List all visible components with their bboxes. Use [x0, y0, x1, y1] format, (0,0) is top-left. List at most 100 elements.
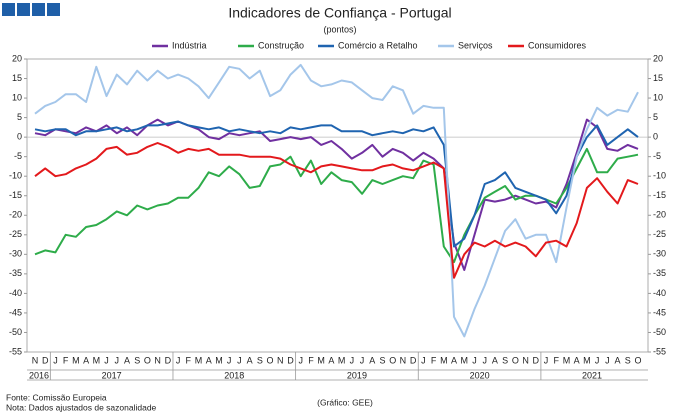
x-tick-label: N [32, 355, 39, 365]
x-tick-label: A [492, 355, 498, 365]
x-tick-label: A [615, 355, 621, 365]
legend-label: Serviços [458, 40, 493, 50]
x-tick-label: N [277, 355, 284, 365]
x-tick-label: J [472, 355, 477, 365]
x-tick-label: F [431, 355, 437, 365]
x-tick-label: O [267, 355, 274, 365]
logo-square [47, 3, 60, 16]
year-label: 2017 [102, 370, 122, 380]
series-line [34, 120, 639, 248]
x-tick-label: M [440, 355, 448, 365]
x-tick-label: F [308, 355, 314, 365]
x-tick-label: J [350, 355, 355, 365]
y-tick-label: 5 [17, 112, 22, 122]
x-tick-label: M [72, 355, 80, 365]
y-tick-label: -45 [9, 307, 22, 317]
x-tick-label: D [165, 355, 172, 365]
year-label: 2018 [224, 370, 244, 380]
y-tick-label: -5 [14, 151, 22, 161]
y2-tick-label: 5 [653, 112, 658, 122]
x-tick-label: M [338, 355, 346, 365]
y2-tick-label: -50 [653, 327, 666, 337]
year-label: 2021 [582, 370, 602, 380]
x-tick-label: N [400, 355, 407, 365]
x-tick-label: J [360, 355, 365, 365]
x-tick-label: M [583, 355, 591, 365]
x-tick-label: A [451, 355, 457, 365]
x-tick-label: J [53, 355, 58, 365]
x-tick-label: D [410, 355, 417, 365]
y-tick-label: -25 [9, 229, 22, 239]
x-tick-label: J [595, 355, 600, 365]
legend-label: Comércio a Retalho [338, 40, 418, 50]
x-tick-label: A [247, 355, 253, 365]
x-tick-label: J [227, 355, 232, 365]
y2-tick-label: -25 [653, 229, 666, 239]
y2-tick-label: 10 [653, 92, 663, 102]
y2-tick-label: 20 [653, 53, 663, 63]
x-tick-label: N [522, 355, 529, 365]
y2-tick-label: -55 [653, 346, 666, 356]
x-tick-label: J [482, 355, 487, 365]
x-tick-label: F [63, 355, 69, 365]
legend-label: Consumidores [528, 40, 587, 50]
y2-tick-label: -30 [653, 249, 666, 259]
x-tick-label: J [176, 355, 181, 365]
x-tick-label: A [124, 355, 130, 365]
y-tick-label: 15 [12, 73, 22, 83]
x-tick-label: D [42, 355, 49, 365]
x-tick-label: A [206, 355, 212, 365]
x-tick-label: J [605, 355, 610, 365]
x-tick-label: M [195, 355, 203, 365]
y-tick-label: -10 [9, 171, 22, 181]
series-line [34, 142, 639, 279]
plot-frame [26, 58, 649, 353]
legend-label: Construção [258, 40, 304, 50]
x-tick-label: J [298, 355, 303, 365]
y-tick-label: -30 [9, 249, 22, 259]
x-tick-label: S [134, 355, 140, 365]
y2-tick-label: -10 [653, 171, 666, 181]
x-tick-label: A [369, 355, 375, 365]
x-tick-label: N [154, 355, 161, 365]
x-tick-label: M [93, 355, 101, 365]
y-tick-label: 10 [12, 92, 22, 102]
y2-tick-label: -40 [653, 288, 666, 298]
x-tick-label: J [544, 355, 549, 365]
series-line [34, 118, 639, 271]
y-tick-label: -55 [9, 346, 22, 356]
x-tick-label: S [502, 355, 508, 365]
year-label: 2016 [29, 370, 49, 380]
y2-tick-label: 15 [653, 73, 663, 83]
x-tick-label: A [574, 355, 580, 365]
y2-tick-label: -15 [653, 190, 666, 200]
x-tick-label: J [237, 355, 242, 365]
x-tick-label: F [186, 355, 192, 365]
x-tick-label: M [215, 355, 223, 365]
y2-tick-label: -45 [653, 307, 666, 317]
y2-tick-label: 0 [653, 132, 658, 142]
x-tick-label: D [287, 355, 294, 365]
chart-title: Indicadores de Confiança - Portugal [228, 5, 451, 21]
logo-square [32, 3, 45, 16]
year-label: 2020 [470, 370, 490, 380]
y-tick-label: -40 [9, 288, 22, 298]
logo-square [2, 3, 15, 16]
y2-tick-label: -5 [653, 151, 661, 161]
series-line [34, 63, 639, 338]
x-tick-label: O [634, 355, 641, 365]
x-tick-label: M [317, 355, 325, 365]
x-tick-label: F [553, 355, 559, 365]
year-label: 2019 [347, 370, 367, 380]
adjustment-note: Nota: Dados ajustados de sazonalidade [6, 402, 157, 412]
y-tick-label: -50 [9, 327, 22, 337]
x-tick-label: O [512, 355, 519, 365]
x-tick-label: O [389, 355, 396, 365]
y-tick-label: -35 [9, 268, 22, 278]
x-tick-label: M [461, 355, 469, 365]
y-tick-label: -15 [9, 190, 22, 200]
y-tick-label: -20 [9, 210, 22, 220]
x-tick-label: M [563, 355, 571, 365]
x-tick-label: S [257, 355, 263, 365]
